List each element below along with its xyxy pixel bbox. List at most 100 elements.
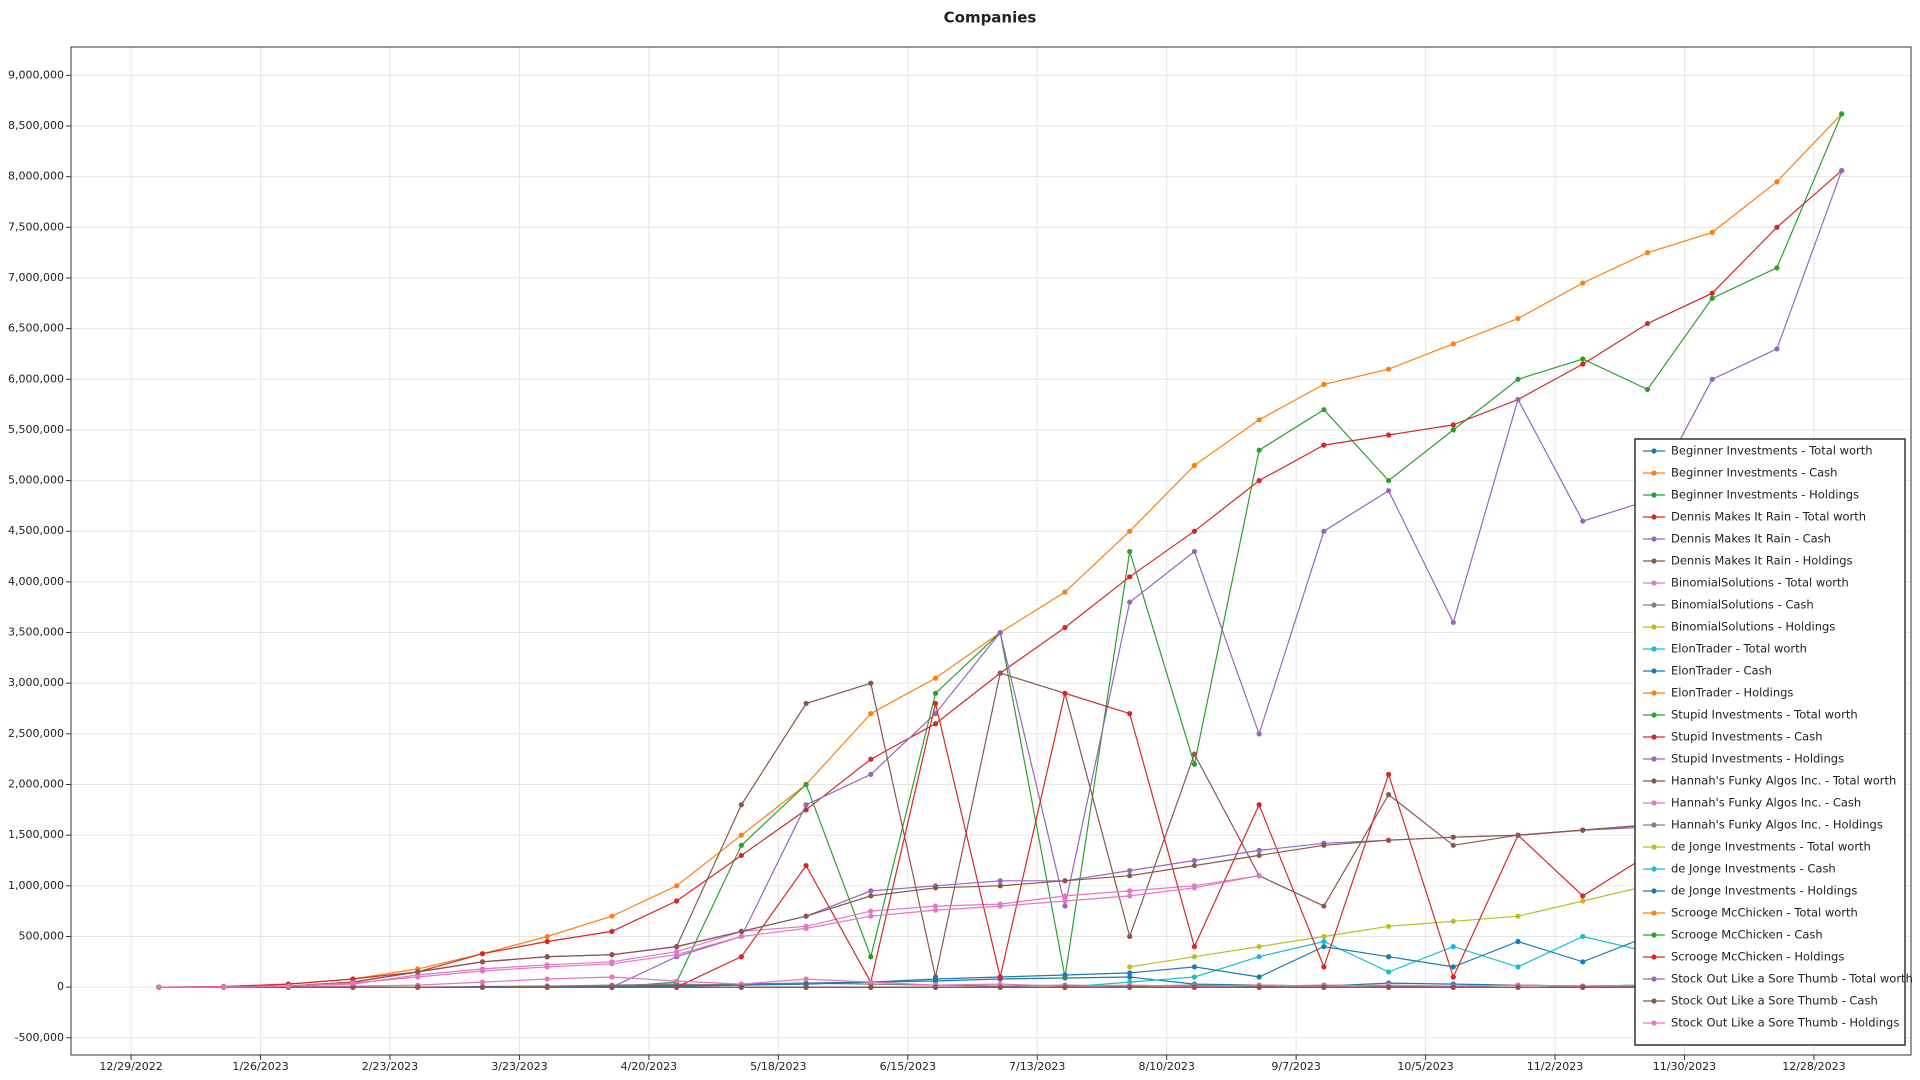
data-point [1515, 964, 1521, 970]
data-point [1191, 857, 1198, 864]
data-point [1127, 974, 1133, 980]
data-point [609, 952, 615, 958]
data-point [1385, 954, 1392, 960]
data-point [997, 878, 1003, 884]
data-point [1644, 320, 1651, 327]
data-point [1385, 969, 1392, 975]
data-point [1256, 802, 1262, 808]
data-point [1839, 111, 1845, 117]
legend-label: BinomialSolutions - Cash [1671, 598, 1814, 612]
legend-label: Beginner Investments - Total worth [1671, 444, 1873, 458]
data-point [868, 771, 874, 777]
series-line [1129, 870, 1713, 968]
x-tick-label: 5/18/2023 [750, 1060, 806, 1073]
data-point [1450, 422, 1456, 428]
data-point [803, 862, 809, 869]
data-point [1062, 898, 1068, 904]
legend-label: Scrooge McChicken - Holdings [1671, 950, 1844, 964]
legend-marker [1651, 448, 1657, 454]
data-point [1450, 944, 1456, 950]
data-point [1256, 417, 1262, 423]
data-point [415, 974, 421, 980]
x-tick-label: 6/15/2023 [880, 1060, 936, 1073]
data-point [1709, 376, 1715, 382]
data-point [1450, 974, 1456, 980]
y-tick-label: 500,000 [19, 929, 65, 942]
data-point [738, 954, 744, 960]
y-tick-label: 5,500,000 [8, 423, 64, 436]
data-point [1515, 315, 1521, 322]
data-point [868, 680, 874, 686]
data-point [1191, 974, 1198, 980]
data-point [738, 832, 744, 838]
data-point [220, 984, 227, 990]
legend-marker [1651, 778, 1657, 784]
data-point [868, 979, 874, 985]
data-point [803, 802, 809, 808]
data-point [285, 983, 291, 989]
data-point [1256, 984, 1262, 990]
y-tick-label: 8,500,000 [8, 119, 64, 132]
data-point [1839, 167, 1845, 174]
data-point [1644, 250, 1651, 256]
x-tick-label: 11/30/2023 [1653, 1060, 1716, 1073]
legend-marker [1651, 712, 1657, 718]
data-point [1191, 761, 1198, 767]
data-point [1515, 396, 1521, 403]
y-tick-label: 7,500,000 [8, 220, 64, 233]
data-point [1127, 710, 1133, 717]
data-point [738, 802, 744, 808]
data-point [1385, 771, 1392, 777]
data-point [544, 976, 550, 982]
y-tick-label: 4,000,000 [8, 575, 64, 588]
data-point [544, 933, 550, 940]
data-point [415, 969, 421, 975]
data-point [674, 883, 680, 889]
data-point [1385, 837, 1392, 843]
data-point [1580, 518, 1586, 524]
data-point [1062, 878, 1068, 884]
legend-label: ElonTrader - Total worth [1671, 642, 1807, 656]
data-point [1127, 964, 1133, 970]
y-tick-label: -500,000 [15, 1031, 64, 1044]
legend-label: de Jonge Investments - Holdings [1671, 884, 1857, 898]
data-point [1644, 386, 1651, 393]
data-point [1062, 984, 1068, 990]
data-point [1062, 893, 1068, 899]
x-tick-label: 11/2/2023 [1527, 1060, 1583, 1073]
data-point [1127, 528, 1133, 534]
data-point [1127, 548, 1133, 555]
data-point [738, 933, 744, 940]
data-point [868, 756, 874, 762]
data-point [932, 885, 939, 891]
legend-marker [1651, 580, 1657, 586]
x-tick-label: 12/29/2022 [99, 1060, 162, 1073]
data-point [932, 976, 939, 982]
data-point [544, 964, 550, 970]
legend-label: Dennis Makes It Rain - Holdings [1671, 554, 1853, 568]
data-point [1062, 903, 1068, 909]
data-point [1385, 792, 1392, 798]
legend-marker [1651, 690, 1657, 696]
y-tick-label: 9,000,000 [8, 68, 64, 81]
plot-frame [70, 46, 1912, 1056]
data-point [1321, 903, 1327, 909]
legend-marker [1651, 910, 1657, 916]
data-point [1256, 954, 1262, 960]
data-point [1450, 427, 1456, 433]
data-point [350, 980, 356, 986]
data-point [544, 954, 550, 960]
legend-marker [1651, 514, 1657, 520]
data-point [868, 984, 874, 990]
legend-label: ElonTrader - Cash [1671, 664, 1772, 678]
data-point [609, 913, 615, 919]
data-point [1774, 265, 1780, 271]
series-line [158, 170, 1843, 988]
data-point [932, 907, 939, 913]
data-point [1321, 528, 1327, 534]
data-point [1256, 852, 1262, 859]
data-point [997, 670, 1003, 676]
legend-marker [1651, 932, 1657, 938]
series-line [158, 875, 1260, 988]
data-point [1385, 366, 1392, 372]
